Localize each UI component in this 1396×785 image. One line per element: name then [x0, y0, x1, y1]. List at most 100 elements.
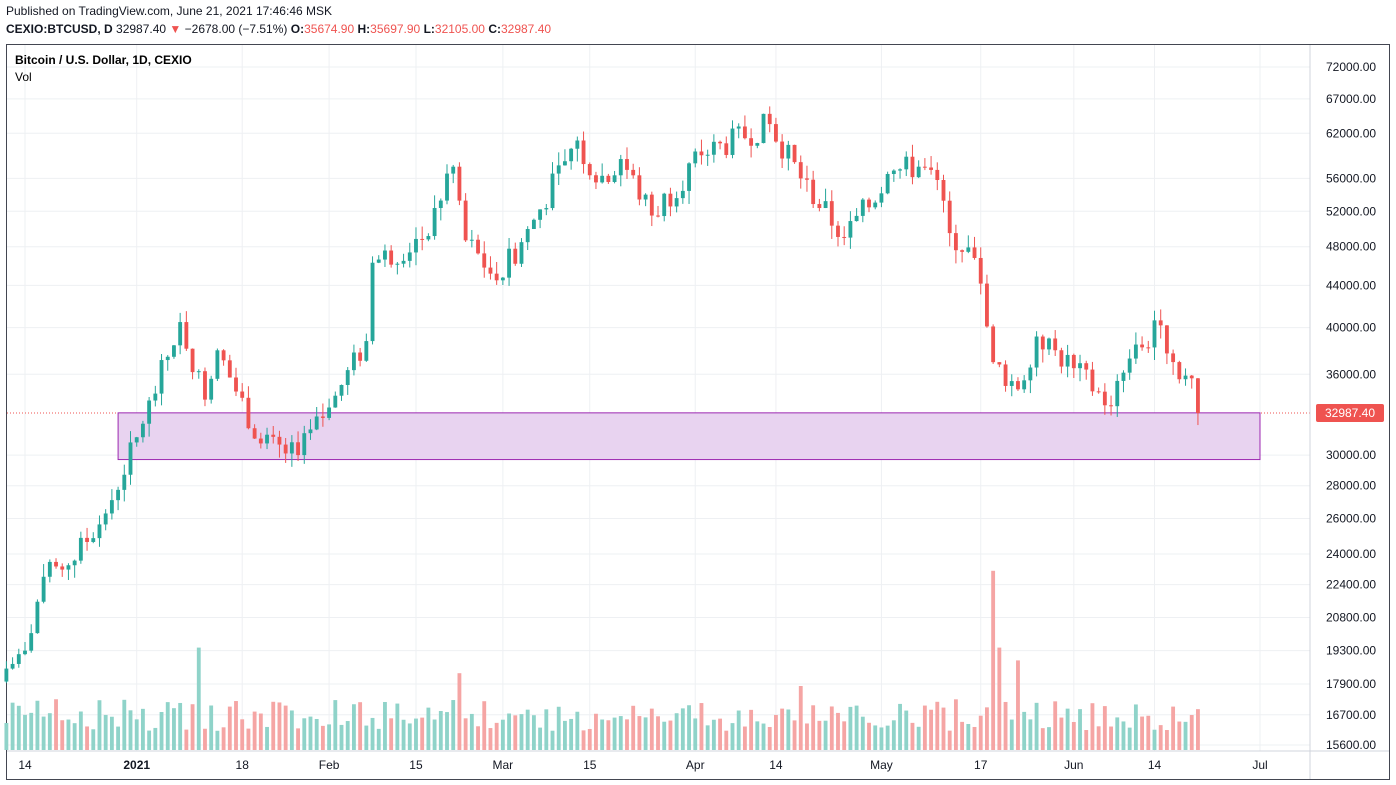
candle-body	[966, 247, 971, 252]
volume-bar	[426, 707, 431, 750]
volume-bar	[215, 730, 220, 750]
candle-body	[383, 250, 387, 260]
candle-body	[23, 650, 27, 655]
price-tick-label: 22400.00	[1326, 578, 1376, 592]
volume-bar	[469, 713, 474, 750]
volume-bar	[1102, 706, 1107, 750]
volume-bar	[184, 729, 189, 750]
candle-body	[972, 247, 977, 258]
candle-body	[463, 200, 468, 241]
candle-body	[103, 513, 108, 525]
candle-body	[817, 204, 822, 209]
volume-bar	[476, 726, 480, 750]
candle-body	[97, 524, 102, 539]
candle-body	[109, 500, 114, 514]
volume-bar	[687, 705, 691, 750]
candle-body	[1003, 364, 1008, 386]
candle-body	[947, 200, 952, 234]
volume-bar	[538, 727, 543, 750]
volume-bar	[370, 717, 375, 750]
candle-body	[54, 561, 58, 567]
price-tick-label: 19300.00	[1326, 644, 1376, 658]
candle-body	[246, 397, 251, 429]
candle-body	[494, 273, 499, 281]
candle-body	[550, 173, 555, 209]
candle-body	[687, 163, 691, 191]
price-tick-label: 56000.00	[1326, 171, 1376, 185]
candle-body	[215, 350, 220, 379]
volume-bar	[1152, 729, 1157, 750]
volume-bar	[941, 707, 946, 750]
candle-body	[41, 576, 46, 602]
volume-bar	[829, 706, 834, 750]
candle-body	[1059, 350, 1064, 367]
volume-bar	[935, 701, 940, 750]
candle-body	[1158, 320, 1163, 326]
candle-body	[693, 151, 698, 164]
volume-bar	[668, 720, 673, 750]
candle-body	[581, 140, 586, 165]
high-value: 35697.90	[370, 22, 421, 36]
symbol-label: CEXIO:BTCUSD, D	[6, 22, 113, 36]
volume-bar	[836, 712, 840, 750]
volume-bar	[227, 706, 232, 750]
candle-body	[60, 566, 65, 570]
volume-bar	[91, 729, 96, 750]
candle-body	[47, 561, 52, 577]
candle-body	[531, 219, 536, 230]
volume-bar	[60, 720, 65, 750]
candle-body	[407, 252, 412, 261]
candle-body	[414, 238, 418, 253]
candle-body	[66, 565, 71, 570]
candle-body	[631, 169, 636, 176]
volume-bar	[674, 713, 679, 750]
candle-body	[705, 154, 710, 156]
volume-bar	[389, 718, 394, 750]
candle-body	[985, 283, 989, 327]
time-tick-label: 17	[974, 758, 988, 772]
time-tick-label: 2021	[123, 758, 150, 772]
volume-bar	[500, 719, 505, 750]
candle-body	[178, 322, 183, 346]
volume-bar	[879, 727, 884, 750]
volume-bar	[749, 709, 754, 750]
chart-frame[interactable]	[6, 44, 1390, 780]
volume-bar	[1047, 727, 1051, 750]
candle-body	[140, 423, 145, 438]
candle-body	[172, 345, 176, 357]
volume-bar	[916, 726, 921, 750]
volume-bar	[805, 723, 809, 750]
candle-body	[761, 113, 766, 144]
volume-bar	[966, 724, 971, 750]
volume-bar	[780, 708, 785, 750]
volume-bar	[656, 716, 660, 750]
volume-bar	[1065, 708, 1070, 750]
candle-body	[265, 434, 269, 444]
candle-body	[755, 143, 760, 146]
candle-body	[904, 156, 909, 170]
candle-body	[730, 128, 735, 155]
volume-bar	[395, 703, 400, 750]
volume-bar	[531, 715, 536, 750]
volume-bar	[134, 719, 139, 750]
volume-bar	[1022, 711, 1027, 750]
volume-bar	[72, 723, 77, 750]
candle-body	[364, 341, 369, 361]
volume-bar	[1121, 721, 1126, 750]
volume-bar	[730, 723, 735, 750]
volume-bar	[1115, 717, 1120, 750]
candle-body	[1078, 363, 1082, 369]
price-tick-label: 30000.00	[1326, 448, 1376, 462]
candle-body	[482, 253, 487, 268]
candle-body	[873, 202, 878, 208]
volume-bar	[438, 710, 443, 750]
volume-bar	[891, 720, 896, 750]
candle-body	[258, 438, 263, 444]
volume-layer	[4, 570, 1200, 750]
volume-bar	[209, 705, 214, 750]
candle-body	[1022, 380, 1027, 390]
candle-body	[1133, 344, 1138, 359]
candle-body	[569, 148, 574, 162]
price-tick-label: 17900.00	[1326, 677, 1376, 691]
